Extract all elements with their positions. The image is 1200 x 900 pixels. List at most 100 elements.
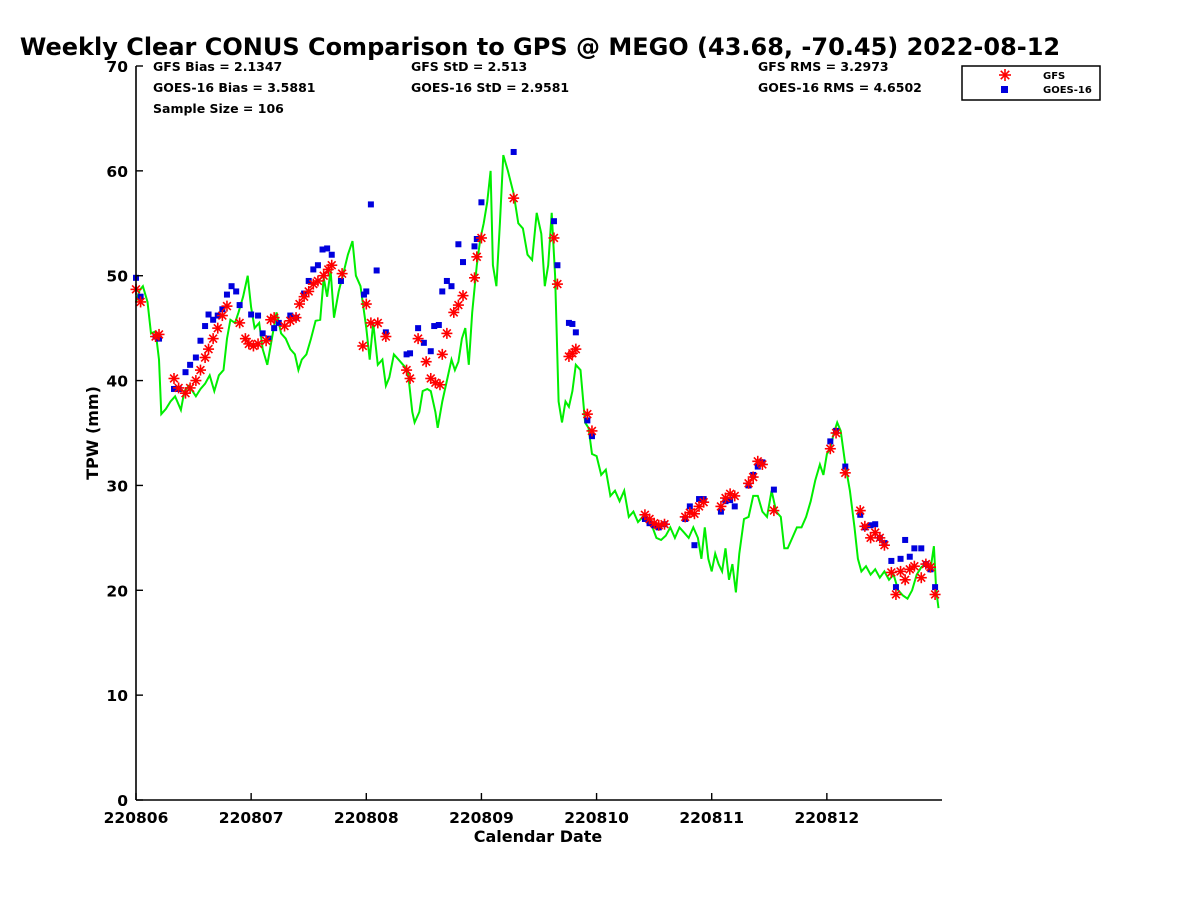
- goes-point-62: [584, 417, 591, 424]
- goes-point-17: [233, 288, 240, 295]
- gfs-point-3: [153, 328, 165, 340]
- gfs-point-28: [298, 291, 310, 303]
- y-tick-label-6: 60: [106, 163, 128, 181]
- gfs-point-52: [457, 290, 469, 302]
- goes-std-stat: GOES-16 StD = 2.9581: [411, 80, 569, 95]
- gfs-point-63: [586, 425, 598, 437]
- gfs-point-94: [895, 565, 907, 577]
- x-tick-label-1: 220807: [219, 809, 284, 827]
- goes-point-46: [431, 323, 438, 330]
- legend: GFS GOES-16: [961, 65, 1101, 101]
- gfs-point-78: [743, 477, 755, 489]
- goes-point-14: [219, 306, 226, 313]
- gfs-point-43: [412, 333, 424, 345]
- goes-point-16: [228, 283, 235, 290]
- goes-point-98: [918, 545, 925, 552]
- goes-point-95: [902, 536, 909, 543]
- gfs-point-50: [448, 306, 460, 318]
- goes-point-50: [448, 283, 455, 290]
- gfs-point-79: [747, 471, 759, 483]
- goes-point-88: [867, 522, 874, 529]
- y-tick-label-2: 20: [106, 582, 128, 600]
- goes-point-22: [259, 330, 266, 337]
- chart-title: Weekly Clear CONUS Comparison to GPS @ M…: [20, 33, 1060, 61]
- goes-point-89: [872, 521, 879, 528]
- goes-point-41: [403, 351, 410, 358]
- gfs-point-7: [184, 382, 196, 394]
- goes-point-82: [770, 486, 777, 493]
- gfs-point-18: [243, 338, 255, 350]
- gfs-point-26: [290, 312, 302, 324]
- goes-point-47: [435, 321, 442, 328]
- gfs-point-47: [434, 379, 446, 391]
- goes-point-11: [205, 311, 212, 318]
- gfs-point-90: [874, 532, 886, 544]
- gfs-point-85: [839, 467, 851, 479]
- goes-point-51: [455, 241, 462, 248]
- gfs-point-39: [372, 317, 384, 329]
- goes-point-39: [373, 267, 380, 274]
- gfs-point-84: [830, 427, 842, 439]
- goes-point-10: [202, 323, 209, 330]
- goes-point-15: [223, 291, 230, 298]
- gfs-point-4: [168, 372, 180, 384]
- goes-point-83: [827, 438, 834, 445]
- goes-point-72: [696, 496, 703, 503]
- x-tick-label-4: 220810: [564, 809, 629, 827]
- goes-point-45: [427, 348, 434, 355]
- legend-gfs-asterisk: [999, 69, 1011, 81]
- gfs-point-86: [854, 505, 866, 517]
- y-tick-label-0: 0: [117, 792, 128, 810]
- goes-point-42: [407, 350, 414, 357]
- x-axis-ticks: 220806 220807 220808 220809 220810 220811 2208…: [104, 793, 859, 827]
- sample-size-stat: Sample Size = 106: [153, 101, 284, 116]
- gfs-point-44: [420, 356, 432, 368]
- gfs-std-stat: GFS StD = 2.513: [411, 59, 527, 74]
- gfs-point-81: [756, 458, 768, 470]
- goes-point-92: [888, 557, 895, 564]
- gfs-point-5: [173, 382, 185, 394]
- y-tick-label-3: 30: [106, 477, 128, 495]
- goes-point-7: [187, 361, 194, 368]
- stats-block: GFS Bias = 2.1347 GOES-16 Bias = 3.5881 …: [153, 59, 922, 116]
- gfs-point-29: [303, 285, 315, 297]
- gfs-point-13: [212, 322, 224, 334]
- goes-point-30: [310, 266, 317, 273]
- gfs-point-74: [715, 500, 727, 512]
- goes-point-52: [460, 259, 467, 266]
- goes-point-31: [314, 262, 321, 269]
- goes-point-4: [170, 385, 177, 392]
- gfs-point-100: [924, 561, 936, 573]
- gfs-point-21: [260, 335, 272, 347]
- gps-series-line: [135, 154, 940, 609]
- x-axis-label: Calendar Date: [474, 827, 603, 846]
- plot-area: [130, 66, 942, 801]
- gfs-point-36: [357, 340, 369, 352]
- legend-goes-label: GOES-16: [1043, 85, 1092, 96]
- goes-bias-stat: GOES-16 Bias = 3.5881: [153, 80, 315, 95]
- goes-point-49: [443, 277, 450, 284]
- gfs-point-83: [824, 443, 836, 455]
- gfs-point-15: [221, 300, 233, 312]
- gfs-point-9: [194, 364, 206, 376]
- goes-point-37: [363, 288, 370, 295]
- goes-point-57: [550, 218, 557, 225]
- gfs-point-48: [436, 348, 448, 360]
- goes-point-93: [892, 584, 899, 591]
- goes-point-32: [319, 246, 326, 253]
- x-tick-label-5: 220811: [679, 809, 744, 827]
- x-tick-label-6: 220812: [794, 809, 859, 827]
- x-tick-label-0: 220806: [104, 809, 169, 827]
- gfs-rms-stat: GFS RMS = 3.2973: [758, 59, 889, 74]
- x-tick-label-2: 220808: [334, 809, 399, 827]
- gfs-point-49: [441, 327, 453, 339]
- gfs-point-34: [326, 259, 338, 271]
- goes-point-60: [569, 320, 576, 327]
- gfs-point-58: [551, 278, 563, 290]
- goes-point-101: [932, 584, 939, 591]
- gfs-point-30: [307, 278, 319, 290]
- goes-point-55: [478, 199, 485, 206]
- gfs-point-73: [698, 496, 710, 508]
- gfs-point-41: [401, 364, 413, 376]
